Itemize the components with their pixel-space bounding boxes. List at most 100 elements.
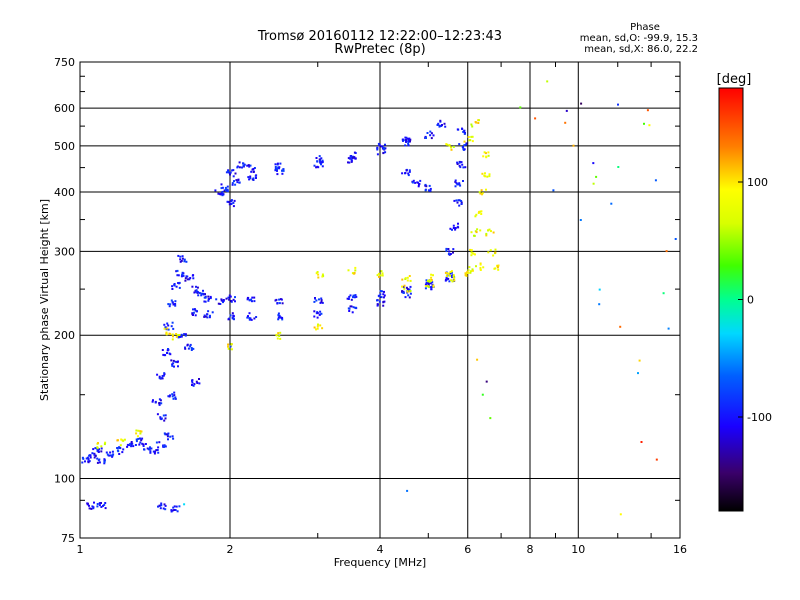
data-point bbox=[318, 313, 321, 316]
data-point bbox=[224, 186, 227, 189]
data-point bbox=[118, 453, 121, 455]
data-point bbox=[183, 503, 186, 506]
data-point bbox=[379, 274, 382, 277]
data-point bbox=[408, 275, 411, 277]
data-point bbox=[319, 324, 322, 327]
data-point bbox=[479, 192, 482, 195]
data-point bbox=[232, 205, 235, 208]
data-point bbox=[171, 288, 174, 290]
data-point bbox=[134, 444, 137, 446]
data-point bbox=[473, 234, 475, 237]
data-point bbox=[460, 201, 463, 204]
data-point bbox=[237, 179, 240, 181]
data-point bbox=[158, 375, 161, 378]
data-point bbox=[347, 161, 349, 164]
y-axis-label: Stationary phase Virtual Height [km] bbox=[38, 199, 51, 401]
data-point bbox=[180, 259, 183, 262]
data-point bbox=[459, 166, 462, 169]
data-point bbox=[166, 327, 169, 330]
data-point bbox=[248, 317, 251, 320]
data-point bbox=[438, 124, 441, 127]
data-point bbox=[231, 182, 234, 185]
data-point bbox=[238, 181, 241, 184]
data-point bbox=[94, 447, 97, 450]
data-point bbox=[223, 189, 226, 192]
data-point bbox=[139, 441, 142, 444]
data-point bbox=[462, 166, 465, 169]
data-point bbox=[402, 285, 405, 288]
data-point bbox=[404, 136, 407, 139]
data-point bbox=[424, 283, 427, 286]
data-point bbox=[180, 335, 183, 338]
data-point bbox=[230, 343, 233, 346]
data-point bbox=[665, 250, 668, 253]
data-point bbox=[137, 437, 140, 440]
data-point bbox=[458, 182, 461, 185]
data-point bbox=[277, 314, 280, 317]
data-point bbox=[460, 203, 463, 205]
data-point bbox=[313, 300, 316, 303]
data-point bbox=[451, 276, 454, 279]
data-point bbox=[494, 251, 497, 254]
data-point bbox=[192, 314, 194, 316]
data-point bbox=[592, 162, 595, 165]
data-point bbox=[117, 450, 120, 453]
data-point bbox=[519, 106, 522, 109]
data-point bbox=[121, 451, 124, 454]
data-point bbox=[316, 160, 319, 163]
data-point bbox=[619, 325, 622, 328]
data-point bbox=[474, 253, 476, 256]
data-point bbox=[480, 189, 483, 192]
data-point bbox=[278, 167, 280, 170]
data-point bbox=[546, 80, 549, 83]
data-point bbox=[165, 433, 168, 436]
data-point bbox=[463, 140, 466, 143]
data-point bbox=[160, 502, 163, 505]
data-point bbox=[465, 142, 468, 145]
data-point bbox=[88, 504, 90, 507]
y-tick-label: 300 bbox=[54, 245, 75, 258]
data-point bbox=[171, 301, 174, 304]
data-point bbox=[88, 454, 91, 457]
data-point bbox=[232, 201, 235, 204]
data-point bbox=[274, 166, 277, 168]
data-point bbox=[282, 169, 285, 172]
data-point bbox=[184, 346, 186, 349]
data-point bbox=[458, 164, 461, 167]
data-point bbox=[104, 507, 107, 510]
data-point bbox=[445, 143, 448, 146]
data-point bbox=[170, 359, 173, 362]
data-point bbox=[429, 189, 432, 192]
data-point bbox=[384, 151, 387, 154]
data-point bbox=[149, 446, 151, 449]
data-point bbox=[427, 285, 430, 288]
data-point bbox=[228, 294, 231, 297]
data-point bbox=[172, 397, 175, 400]
data-point bbox=[468, 266, 471, 269]
data-point bbox=[126, 445, 129, 448]
data-point bbox=[173, 394, 176, 397]
data-point bbox=[170, 299, 173, 302]
data-point bbox=[236, 166, 239, 169]
data-point bbox=[430, 288, 433, 291]
data-point bbox=[488, 175, 491, 178]
data-point bbox=[228, 203, 231, 206]
data-point bbox=[457, 199, 460, 202]
data-point bbox=[352, 296, 354, 299]
data-point bbox=[488, 173, 491, 176]
data-point bbox=[492, 254, 495, 257]
data-point bbox=[221, 186, 224, 189]
data-point bbox=[481, 393, 484, 396]
data-point bbox=[176, 269, 179, 272]
data-point bbox=[453, 279, 456, 282]
data-point bbox=[177, 365, 179, 368]
data-point bbox=[252, 177, 255, 180]
data-point bbox=[455, 182, 458, 185]
data-point bbox=[275, 333, 278, 336]
data-point bbox=[350, 156, 353, 159]
data-point bbox=[156, 373, 159, 376]
data-point bbox=[249, 177, 252, 180]
data-point bbox=[465, 143, 468, 146]
data-point bbox=[202, 293, 205, 296]
data-point bbox=[320, 297, 323, 300]
